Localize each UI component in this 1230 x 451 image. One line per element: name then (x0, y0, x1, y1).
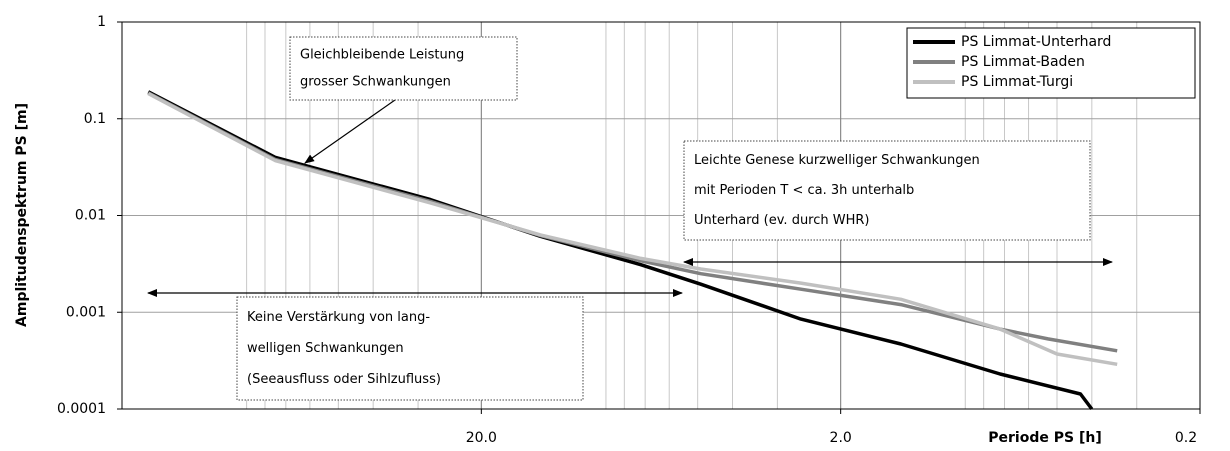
arrow (304, 99, 396, 164)
annotation-text: mit Perioden T < ca. 3h unterhalb (694, 183, 914, 198)
series-line (147, 90, 1094, 411)
y-tick-label: 0.01 (75, 208, 106, 224)
series-line (147, 92, 1118, 367)
x-tick-label: 20.0 (466, 430, 497, 446)
annotation-text: welligen Schwankungen (247, 341, 404, 356)
annotation-text: Unterhard (ev. durch WHR) (694, 213, 870, 228)
y-tick-label: 0.0001 (57, 401, 106, 417)
legend-label: PS Limmat-Baden (961, 54, 1085, 70)
annotation-text: (Seeausfluss oder Sihlzufluss) (247, 372, 441, 387)
annotations: Gleichbleibende Leistung grosser Schwanku… (236, 36, 1091, 401)
x-axis-label: Periode PS [h] (988, 430, 1101, 446)
x-tick-label: 2.0 (830, 430, 852, 446)
annotation-text: Keine Verstärkung von lang- (247, 310, 430, 325)
x-tick-label: 0.2 (1175, 430, 1197, 446)
legend-label: PS Limmat-Turgi (961, 74, 1073, 90)
legend: PS Limmat-Unterhard PS Limmat-Baden PS Lim… (906, 27, 1196, 99)
y-tick-label: 1 (97, 14, 106, 30)
annotation-text: Gleichbleibende Leistung (300, 47, 464, 62)
y-tick-label: 0.1 (84, 111, 106, 127)
y-axis-label: Amplitudenspektrum PS [m] (14, 103, 30, 327)
annotation-text: grosser Schwankungen (300, 75, 451, 90)
annotation-box (683, 140, 1091, 241)
annotation-box (236, 296, 584, 401)
y-tick-label: 0.001 (66, 304, 106, 320)
lines (147, 90, 1118, 411)
annotation-text: Leichte Genese kurzwelliger Schwankungen (694, 153, 980, 168)
legend-label: PS Limmat-Unterhard (961, 34, 1111, 50)
annotation-box (289, 36, 518, 101)
